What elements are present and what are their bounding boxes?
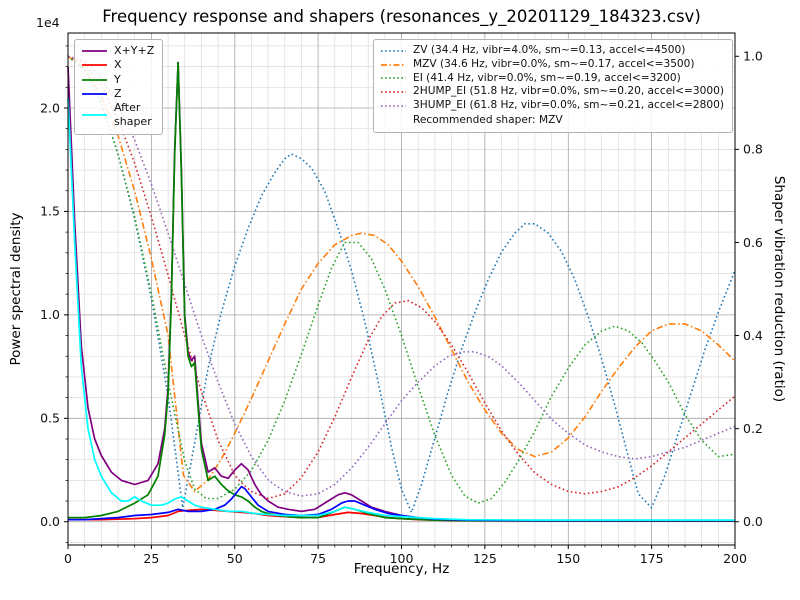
legend-psd: X+Y+Z X Y Z After shaper (74, 39, 164, 135)
legend-item-3hump-ei: 3HUMP_EI (61.8 Hz, vibr=0.0%, sm~=0.21, … (380, 99, 724, 113)
x-axis-label: Frequency, Hz (353, 561, 450, 577)
legend-label: 2HUMP_EI (51.8 Hz, vibr=0.0%, sm~=0.20, … (413, 85, 724, 98)
curve-psd-after-shaper (67, 97, 735, 521)
legend-line-sample-icon (82, 64, 107, 67)
legend-line-sample-icon (381, 105, 406, 107)
legend-item-after-shaper: After shaper (81, 101, 154, 130)
curve-shaper-ei (67, 55, 736, 504)
curve-psd-y (68, 61, 735, 522)
x-tick-label: 50 (227, 551, 243, 566)
legend-item-mzv: MZV (34.6 Hz, vibr=0.0%, sm~=0.17, accel… (380, 58, 724, 72)
legend-line-sample-icon (82, 93, 107, 95)
x-tick-label: 200 (723, 551, 747, 566)
legend-line-sample-icon (381, 63, 406, 66)
legend-item-ei: EI (41.4 Hz, vibr=0.0%, sm~=0.19, accel<… (380, 72, 724, 86)
y-right-tick-label: 0.6 (743, 235, 763, 250)
legend-label: X+Y+Z (114, 44, 155, 57)
y-left-tick-label: 0.5 (40, 411, 60, 426)
y-left-tick-label: 0.0 (40, 514, 60, 529)
legend-label: 3HUMP_EI (61.8 Hz, vibr=0.0%, sm~=0.21, … (413, 99, 724, 112)
legend-line-sample-icon (381, 77, 406, 80)
legend-label: Y (114, 72, 121, 86)
legend-item-xyz: X+Y+Z (81, 44, 154, 58)
legend-label: Z (114, 86, 122, 100)
curve-psd-xyz (67, 61, 735, 522)
legend-label: MZV (34.6 Hz, vibr=0.0%, sm~=0.17, accel… (413, 57, 695, 70)
y-axis-label-left: Power spectral density (8, 212, 24, 366)
y-right-tick-label: 0.0 (743, 514, 763, 529)
curve-shaper-mzv (67, 55, 736, 493)
y-left-tick-label: 1.0 (40, 307, 60, 322)
legend-item-x: X (81, 58, 154, 72)
curve-psd-z (68, 485, 735, 522)
legend-label: ZV (34.4 Hz, vibr=4.0%, sm~=0.13, accel<… (413, 44, 686, 56)
curve-shaper-2hump-ei (67, 55, 736, 500)
y-axis-label-right: Shaper vibration reduction (ratio) (771, 175, 787, 403)
x-tick-label: 100 (390, 551, 414, 566)
x-tick-label: 125 (473, 551, 497, 566)
legend-line-sample-icon (82, 114, 107, 117)
recommended-shaper-text: Recommended shaper: MZV (413, 113, 563, 126)
legend-line-sample-icon (381, 91, 406, 94)
y-left-tick-label: 2.0 (40, 100, 60, 115)
legend-line-sample-icon (82, 78, 107, 81)
y-right-tick-label: 0.8 (743, 142, 763, 157)
legend-item-y: Y (81, 73, 154, 87)
x-tick-label: 150 (556, 551, 580, 566)
legend-item-z: Z (81, 87, 154, 101)
y-left-tick-label: 1.5 (40, 204, 60, 219)
legend-shapers: ZV (34.4 Hz, vibr=4.0%, sm~=0.13, accel<… (373, 39, 733, 133)
x-tick-label: 75 (310, 551, 326, 566)
legend-label: After shaper (114, 101, 152, 129)
y-axis-offset-text: 1e4 (36, 15, 60, 30)
x-tick-label: 25 (143, 551, 159, 566)
legend-label: X (114, 58, 122, 72)
legend-item-2hump-ei: 2HUMP_EI (51.8 Hz, vibr=0.0%, sm~=0.20, … (380, 85, 724, 99)
y-right-tick-label: 0.2 (743, 421, 763, 436)
chart-title: Frequency response and shapers (resonanc… (102, 7, 701, 26)
x-tick-label: 175 (640, 551, 664, 566)
legend-line-sample-icon (381, 50, 406, 52)
curve-shaper-zv (67, 55, 736, 514)
y-right-tick-label: 1.0 (743, 49, 763, 64)
y-right-tick-label: 0.4 (743, 328, 763, 343)
legend-item-zv: ZV (34.4 Hz, vibr=4.0%, sm~=0.13, accel<… (380, 44, 724, 58)
legend-label: EI (41.4 Hz, vibr=0.0%, sm~=0.19, accel<… (413, 71, 681, 84)
x-tick-label: 0 (64, 551, 72, 566)
curve-shaper-3hump-ei (67, 55, 736, 497)
legend-line-sample-icon (82, 50, 107, 52)
